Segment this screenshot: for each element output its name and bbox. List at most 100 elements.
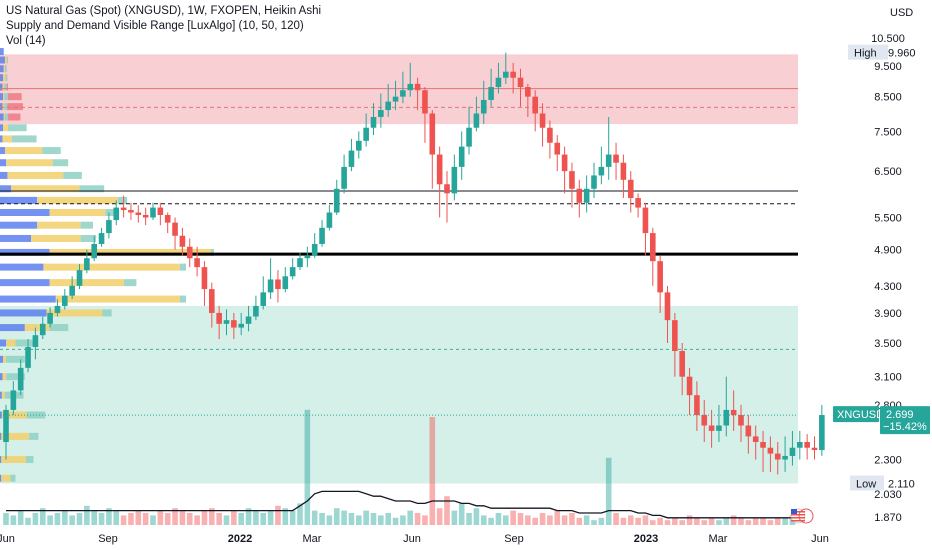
volume-bar-51 [378, 515, 384, 525]
volume-bar-64 [473, 508, 480, 525]
candle-body-15 [113, 207, 120, 221]
candle-52 [385, 83, 391, 117]
candle-32 [238, 312, 244, 336]
volume-bar-42 [311, 510, 318, 525]
vp-bar-4-3 [4, 83, 7, 91]
candle-body-1 [10, 390, 17, 410]
flag-stripe-0 [791, 511, 805, 513]
volume-bar-79 [583, 515, 590, 525]
candle-44 [326, 205, 333, 231]
volume-ma-line [6, 490, 793, 519]
volume-bar-21 [157, 510, 164, 525]
vp-bar-12-2 [7, 171, 64, 179]
candle-body-57 [422, 90, 428, 114]
vp-bar-13-1 [0, 185, 12, 193]
volume-indicator-title[interactable]: Vol (14) [6, 35, 46, 47]
candle-64 [473, 96, 480, 132]
candle-6 [47, 307, 53, 328]
candle-body-65 [480, 99, 487, 114]
vp-bar-0-1 [0, 48, 4, 56]
levels-layer [0, 88, 798, 416]
candle-56 [414, 77, 421, 111]
vp-bar-23-2 [24, 324, 50, 332]
vp-bar-29-3 [29, 432, 39, 440]
candles [3, 52, 825, 475]
symbol-title[interactable]: US Natural Gas (Spot) (XNGUSD), 1W, FXOP… [6, 5, 322, 17]
time-axis[interactable]: Jun Sep 2022 Mar Jun Sep 2023 Mar Jun [0, 533, 829, 545]
candle-body-81 [598, 166, 605, 176]
candle-101 [745, 415, 752, 454]
candle-3 [25, 339, 31, 373]
candle-body-100 [738, 415, 744, 426]
chart-legend: US Natural Gas (Spot) (XNGUSD), 1W, FXOP… [6, 4, 321, 49]
volume-bar-6 [47, 515, 53, 525]
x-tick-2: 2022 [228, 533, 252, 545]
y-tick-13: 2.030 [874, 489, 902, 501]
candle-14 [106, 212, 112, 239]
candle-body-97 [716, 425, 722, 431]
vp-bar-1-2 [4, 56, 7, 64]
candle-body-105 [774, 453, 781, 460]
candle-24 [179, 227, 186, 256]
candle-body-103 [760, 442, 766, 448]
vp-bar-14-2 [37, 196, 118, 204]
volume-bar-38 [282, 508, 289, 525]
candle-107 [789, 430, 796, 466]
vp-bar-6-1 [0, 103, 3, 111]
candle-body-38 [282, 276, 289, 290]
y-tick-9: 3.500 [874, 338, 902, 350]
vp-bar-17-1 [0, 234, 31, 242]
candle-60 [444, 171, 450, 223]
candle-84 [620, 154, 627, 199]
vp-bar-21-2 [55, 295, 180, 303]
volume-bar-97 [716, 520, 722, 525]
candle-59 [436, 146, 443, 218]
vp-bar-19-2 [43, 263, 180, 271]
volume-bar-75 [554, 510, 561, 525]
candle-body-20 [150, 207, 156, 218]
candle-47 [348, 138, 355, 172]
candle-body-58 [429, 113, 436, 155]
low-tag-label: Low [856, 478, 876, 490]
volume-bar-70 [517, 513, 524, 525]
volume-bar-104 [767, 520, 774, 525]
volume-bar-102 [752, 517, 759, 525]
y-tick-7: 4.300 [874, 281, 902, 293]
indicator-title[interactable]: Supply and Demand Visible Range [LuxAlgo… [6, 20, 304, 32]
price-tags: High 9.960 Low 2.110 XNGUSD 2.699−15.42% [833, 44, 930, 491]
candle-98 [723, 376, 730, 437]
candle-85 [627, 171, 634, 213]
candle-body-86 [635, 198, 641, 208]
candle-body-45 [333, 188, 340, 213]
vp-bar-26-3 [6, 373, 25, 381]
candle-body-30 [223, 320, 230, 324]
candle-106 [782, 436, 788, 472]
candle-body-23 [172, 222, 178, 236]
candle-body-28 [209, 289, 215, 313]
candle-73 [539, 103, 546, 147]
vp-bar-16-2 [37, 221, 81, 229]
candle-body-96 [708, 425, 715, 431]
volume-bar-101 [745, 520, 752, 525]
vp-bar-5-3 [4, 93, 9, 101]
candle-body-10 [76, 270, 83, 286]
vp-bar-29-2 [1, 432, 30, 440]
y-tick-6: 4.900 [874, 245, 902, 257]
volume-bar-39 [289, 510, 296, 525]
volume-bar-59 [436, 508, 443, 525]
vp-bar-28-2 [1, 411, 27, 419]
candle-97 [716, 404, 722, 443]
candle-110 [811, 436, 818, 460]
candle-body-55 [407, 83, 414, 91]
candle-45 [333, 179, 340, 215]
candle-12 [91, 235, 97, 262]
volume-bar-71 [525, 515, 531, 525]
candle-body-62 [458, 146, 465, 167]
symbol-tag: XNGUSD [837, 409, 884, 421]
vp-bar-2-1 [0, 65, 4, 73]
vp-bar-11-2 [6, 159, 53, 167]
vp-bar-31-2 [1, 474, 11, 482]
price-axis[interactable]: USD 10.500 9.500 8.500 7.500 6.500 5.500 4.900 4… [871, 7, 913, 524]
candle-65 [480, 80, 487, 125]
